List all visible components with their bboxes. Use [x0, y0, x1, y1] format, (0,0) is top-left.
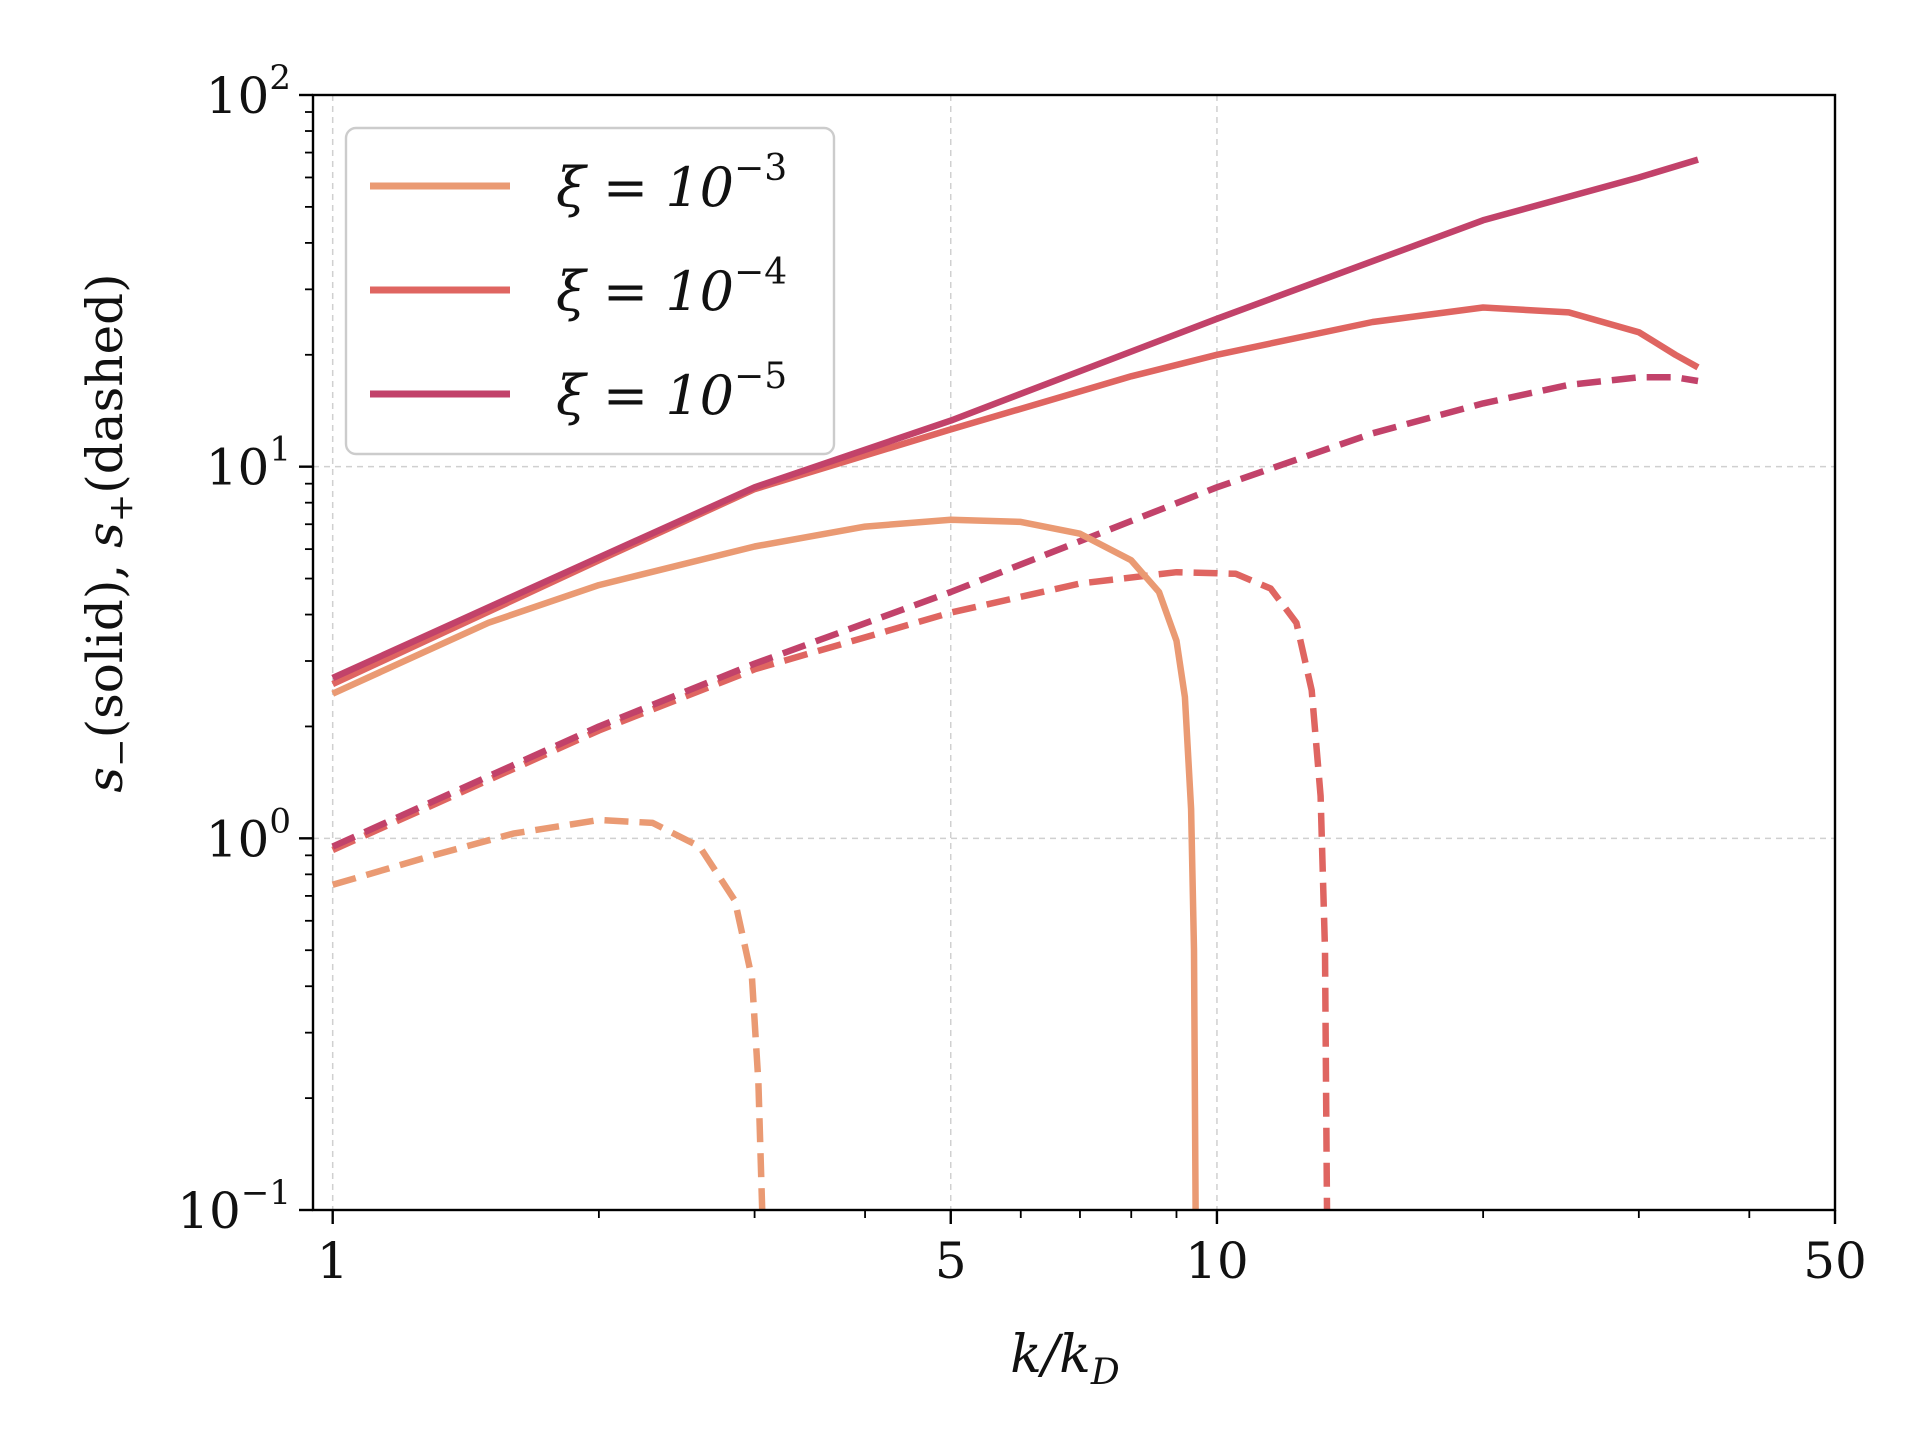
legend-entry-2: ξ = 10−4	[370, 252, 787, 323]
plot-frame	[311, 93, 1837, 1212]
series-3-solid-line	[331, 156, 1699, 681]
y-tick-label-2: 101	[206, 430, 291, 497]
legend-label-3: ξ = 10−5	[556, 356, 787, 427]
x-tick-label-0: 1	[317, 1232, 349, 1290]
x-tick-label-2: 10	[1185, 1232, 1249, 1290]
legend-label-3-exp: −5	[734, 356, 787, 397]
y-label-minus-sub: −	[101, 738, 141, 767]
x-axis-label-main: k/k	[1010, 1325, 1091, 1385]
legend-label-1: ξ = 10−3	[556, 148, 787, 219]
x-tick-label-1: 5	[935, 1232, 967, 1290]
series-lines	[331, 156, 1700, 1210]
x-axis-label-sub: D	[1090, 1352, 1120, 1393]
legend-box	[344, 126, 836, 456]
y-tick-label-1: 100	[206, 801, 291, 868]
y-label-s-minus: s	[76, 767, 134, 793]
series-3-dashed-line	[331, 374, 1699, 850]
legend-label-2-text: ξ = 10	[556, 260, 734, 323]
x-tick-label-3: 50	[1803, 1232, 1867, 1290]
y-tick-label-3: 102	[206, 58, 291, 125]
y-label-solid: (solid),	[76, 548, 134, 739]
series-2-dashed-line	[331, 568, 1331, 1210]
legend-entry-1: ξ = 10−3	[370, 148, 787, 219]
grid-lines	[313, 95, 1835, 1210]
legend-label-2: ξ = 10−4	[556, 252, 787, 323]
x-axis-ticks: 1 5 10 50	[317, 1210, 1867, 1290]
legend-label-1-text: ξ = 10	[556, 156, 734, 219]
legend-entry-3: ξ = 10−5	[370, 356, 787, 427]
series-1-dashed-line	[331, 816, 766, 1210]
y-axis-label: s−(solid), s+(dashed)	[76, 273, 141, 792]
minor-ticks	[305, 111, 1751, 1218]
y-tick-label-0: 10−1	[177, 1173, 291, 1240]
legend: ξ = 10−3 ξ = 10−4 ξ = 10−5	[344, 126, 836, 456]
series-1-solid-line	[331, 516, 1199, 1210]
legend-label-3-text: ξ = 10	[556, 364, 734, 427]
legend-label-2-exp: −4	[734, 252, 787, 293]
y-label-plus-sub: +	[101, 494, 141, 523]
y-label-dashed: (dashed)	[76, 273, 134, 493]
x-axis-label: k/kD	[1010, 1325, 1120, 1393]
y-axis-ticks: 10−1 100 101 102	[177, 58, 313, 1240]
y-label-s-plus: s	[76, 522, 134, 548]
legend-label-1-exp: −3	[734, 148, 787, 189]
